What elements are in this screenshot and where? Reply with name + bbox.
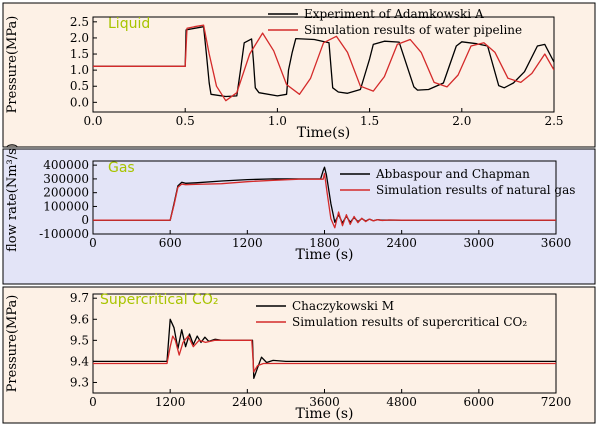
x-tick-label: 1.5	[360, 114, 379, 128]
x-axis-label: Time(s)	[297, 125, 350, 141]
y-tick-label: 9.5	[70, 333, 89, 347]
legend-label-1: Abbaspour and Chapman	[375, 167, 530, 181]
y-tick-label: 9.3	[70, 375, 89, 389]
series-line-2	[93, 335, 556, 373]
y-tick-label: 0.0	[70, 95, 89, 109]
panel-2: 0 600 1200 1800 2400 3000 3600-100000010000020…	[2, 143, 596, 285]
x-tick-label: 1800	[309, 236, 340, 250]
y-tick-label: 2.0	[70, 31, 89, 45]
y-tick-label: 9.6	[70, 312, 89, 326]
x-tick-label: 1200	[155, 395, 186, 409]
y-tick-label: 100000	[43, 199, 89, 213]
x-tick-label: 3000	[464, 236, 495, 250]
x-tick-label: 6000	[464, 395, 495, 409]
y-tick-label: 2.5	[70, 15, 89, 29]
plot-frame	[92, 16, 555, 113]
x-tick-label: 2.5	[544, 114, 563, 128]
legend-label-2: Simulation results of water pipeline	[304, 23, 522, 37]
x-tick-label: 3600	[541, 236, 572, 250]
x-tick-label: 0	[89, 236, 97, 250]
y-tick-label: 200000	[43, 186, 89, 200]
y-axis-label: Pressure(MPa)	[5, 295, 20, 393]
panel-label: Gas	[108, 160, 135, 176]
x-axis-label: Time (s)	[296, 247, 354, 263]
series-line-1	[93, 26, 554, 98]
x-tick-label: 1200	[232, 236, 263, 250]
legend-label-2: Simulation results of supercritical CO₂	[292, 315, 527, 329]
panel-label: Supercritical CO₂	[100, 292, 218, 308]
y-axis-label: flow rate(Nm³/s)	[5, 143, 20, 252]
x-tick-label: 0.5	[176, 114, 195, 128]
panel-1: 0.0 0.5 1.0 1.5 2.0 2.5 0.0 0.5 1.0 1.5 2.0 2.5 Time…	[2, 2, 596, 148]
series-line-2	[93, 172, 556, 229]
x-tick-label: 600	[159, 236, 182, 250]
y-tick-label: 0.5	[70, 79, 89, 93]
legend-label-1: Chaczykowski M	[292, 299, 394, 313]
panel-3: 0 1200 2400 3600 4800 6000 7200 9.3 9.4 9.5 9.6 9.7…	[2, 286, 596, 424]
x-tick-label: 2400	[232, 395, 263, 409]
y-tick-label: 1.5	[70, 47, 89, 61]
panel-background	[2, 286, 596, 424]
x-axis-label: Time (s)	[296, 406, 354, 422]
y-axis-label: Pressure(MPa)	[5, 16, 20, 114]
x-tick-label: 2.0	[452, 114, 471, 128]
legend-label-1: Experiment of Adamkowski A	[304, 7, 484, 21]
y-tick-label: 300000	[43, 172, 89, 186]
y-tick-label: 1.0	[70, 63, 89, 77]
x-tick-label: 1.0	[268, 114, 287, 128]
x-tick-label: 0.0	[83, 114, 102, 128]
y-tick-label: 400000	[43, 158, 89, 172]
y-tick-label: -100000	[39, 227, 89, 241]
series-line-2	[93, 24, 554, 102]
y-tick-label: 9.4	[70, 354, 89, 368]
x-tick-label: 3600	[309, 395, 340, 409]
x-tick-label: 4800	[386, 395, 417, 409]
x-tick-label: 7200	[541, 395, 572, 409]
panel-label: Liquid	[108, 16, 150, 32]
panel-background	[2, 148, 596, 285]
y-tick-label: 9.7	[70, 291, 89, 305]
x-tick-label: 2400	[386, 236, 417, 250]
y-tick-label: 0	[81, 213, 89, 227]
x-tick-label: 0	[89, 395, 97, 409]
legend-label-2: Simulation results of natural gas	[376, 183, 575, 197]
